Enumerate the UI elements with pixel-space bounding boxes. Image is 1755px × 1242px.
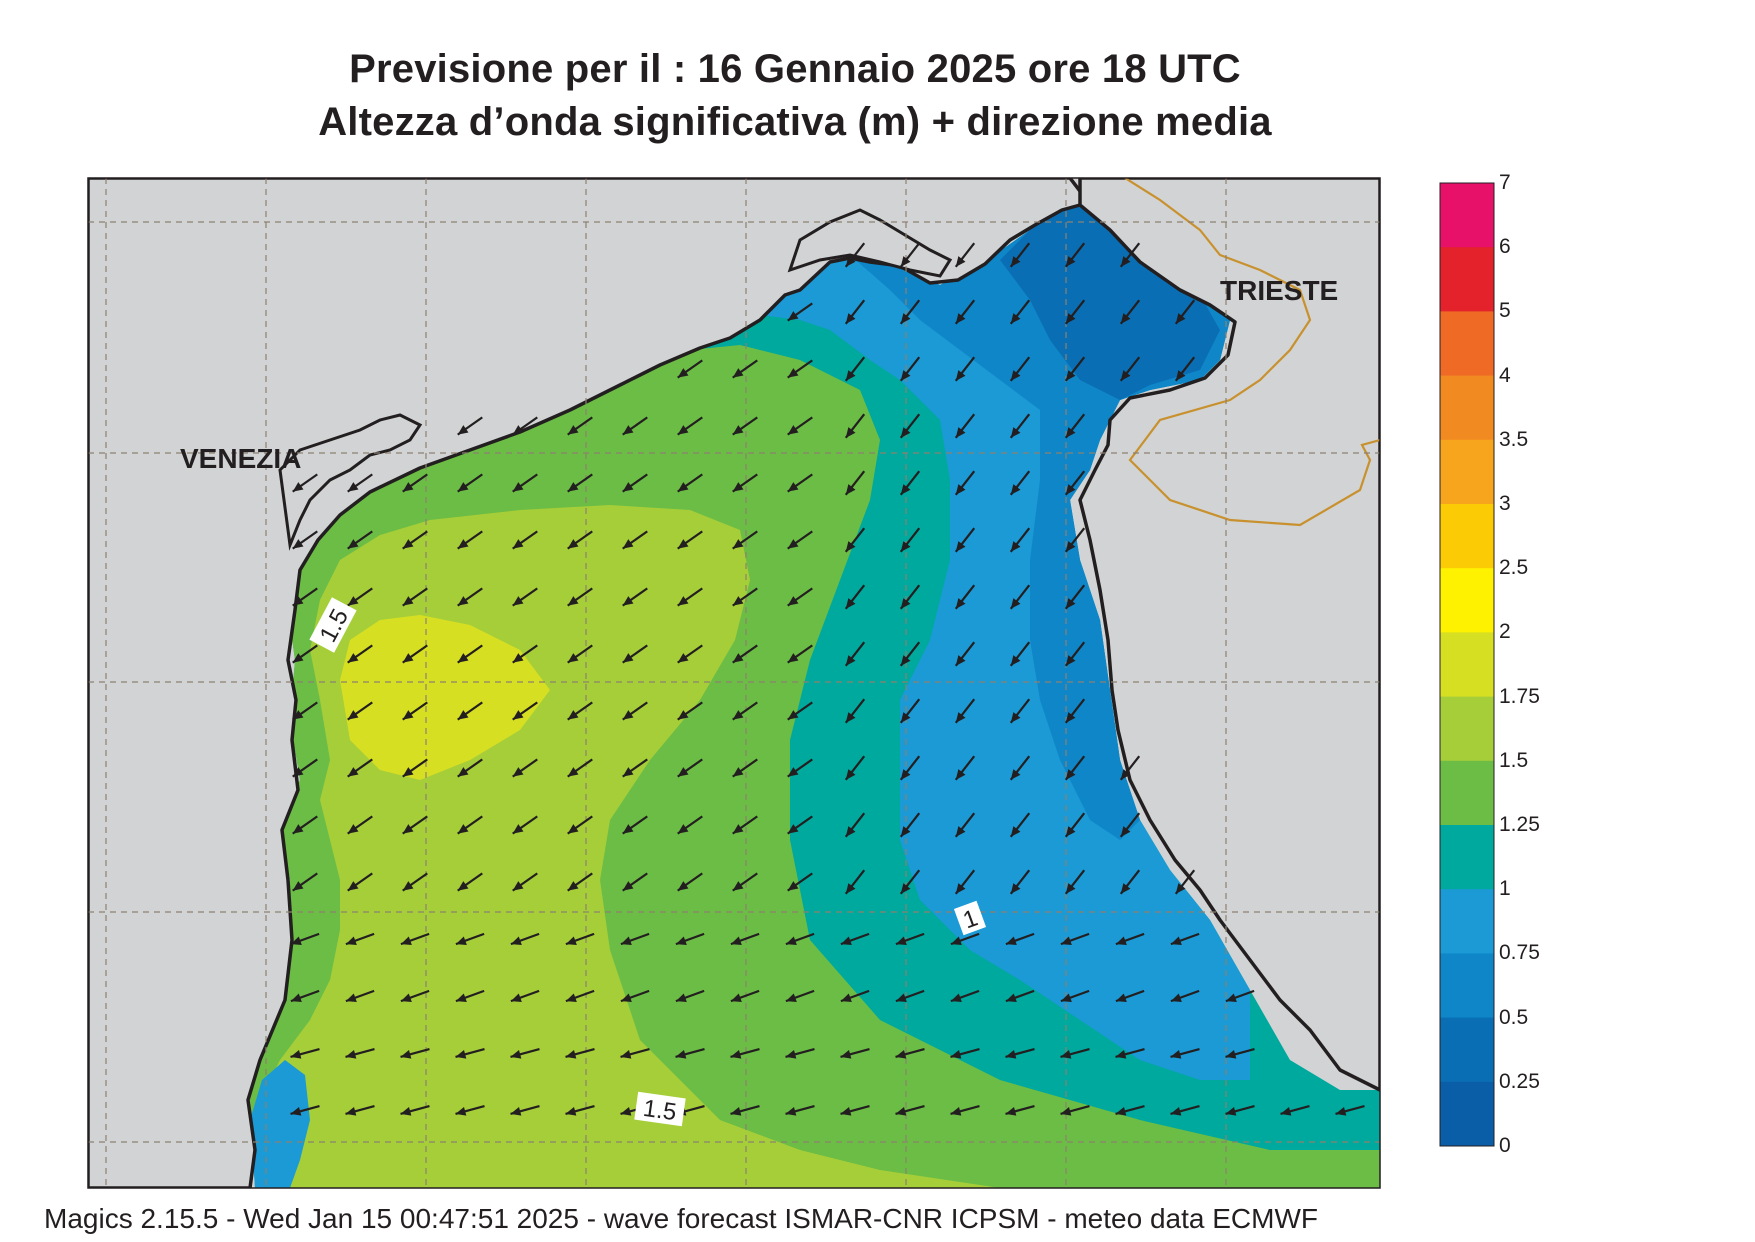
colorbar-label: 3 [1499,492,1511,516]
colorbar-label: 7 [1499,171,1511,195]
colorbar-label: 3.5 [1499,428,1528,452]
colorbar [1440,183,1494,1147]
colorbar-swatch [1440,632,1494,697]
place-label-trieste: TRIESTE [1220,275,1338,306]
place-label-venezia: VENEZIA [180,443,301,474]
colorbar-label: 4 [1499,364,1511,388]
colorbar-label: 0.5 [1499,1006,1528,1030]
colorbar-swatch [1440,953,1494,1018]
colorbar-label: 5 [1499,299,1511,323]
colorbar-swatch [1440,504,1494,569]
colorbar-swatch [1440,568,1494,633]
colorbar-swatch [1440,825,1494,890]
colorbar-swatch [1440,183,1494,248]
colorbar-label: 6 [1499,235,1511,259]
footer-credits: Magics 2.15.5 - Wed Jan 15 00:47:51 2025… [44,1203,1318,1235]
colorbar-swatch [1440,889,1494,954]
colorbar-label: 0.75 [1499,941,1540,965]
colorbar-label: 1 [1499,877,1511,901]
colorbar-label: 0 [1499,1134,1511,1158]
colorbar-label: 0.25 [1499,1070,1540,1094]
colorbar-swatch [1440,376,1494,441]
colorbar-swatch [1440,440,1494,505]
colorbar-swatch [1440,697,1494,762]
colorbar-label: 2.5 [1499,556,1528,580]
colorbar-swatch [1440,1018,1494,1083]
colorbar-swatch [1440,761,1494,826]
colorbar-label: 1.75 [1499,685,1540,709]
colorbar-swatch [1440,1082,1494,1147]
svg-text:1.5: 1.5 [641,1095,678,1126]
colorbar-label: 1.25 [1499,813,1540,837]
colorbar-swatch [1440,247,1494,312]
colorbar-label: 2 [1499,620,1511,644]
colorbar-label: 1.5 [1499,749,1528,773]
colorbar-swatch [1440,311,1494,376]
